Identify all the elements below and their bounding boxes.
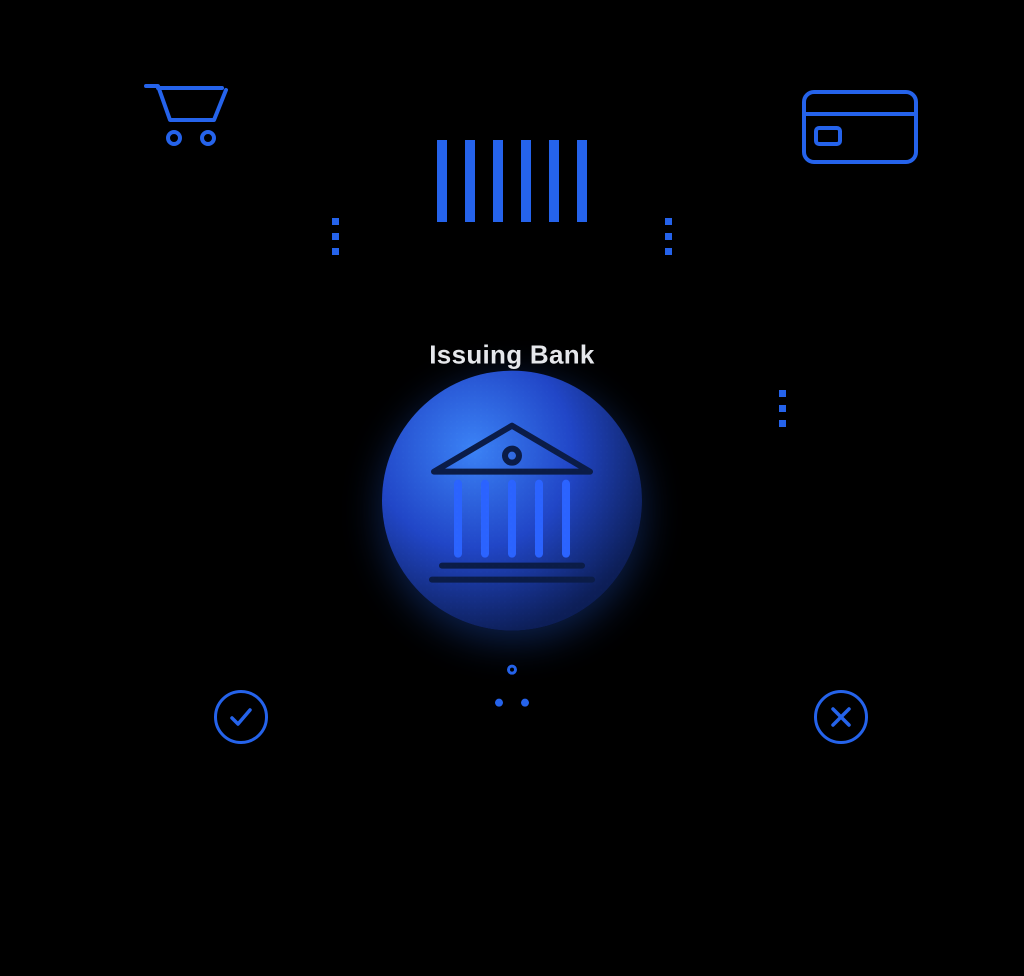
central-circle	[382, 371, 642, 631]
node-card	[800, 88, 920, 178]
connector-left-top	[332, 218, 339, 255]
bank-icon	[422, 416, 602, 586]
central-title: Issuing Bank	[429, 340, 594, 371]
check-icon	[227, 703, 255, 731]
outcome-approve	[214, 690, 268, 744]
node-barcode	[437, 140, 587, 234]
balance-dots	[495, 699, 529, 707]
central-issuing-bank: Issuing Bank	[382, 330, 642, 707]
outcome-decline	[814, 690, 868, 744]
connector-right-top	[665, 218, 672, 255]
card-icon	[800, 88, 920, 166]
cart-icon	[140, 80, 230, 150]
barcode-icon	[437, 140, 587, 222]
connector-right-mid	[779, 390, 786, 427]
x-icon	[828, 704, 854, 730]
mini-ring-icon	[507, 665, 517, 675]
node-cart	[140, 80, 230, 162]
